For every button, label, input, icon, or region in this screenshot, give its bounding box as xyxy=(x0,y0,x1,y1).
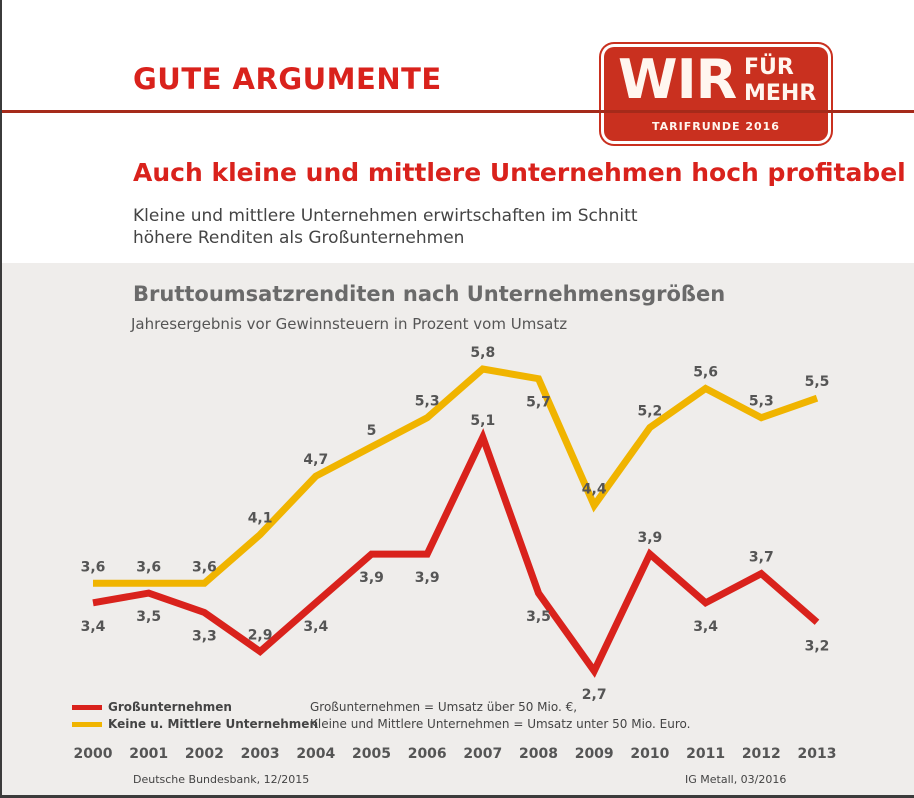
data-label-small-2008: 5,7 xyxy=(526,395,551,411)
data-label-large-2003: 2,9 xyxy=(248,628,273,644)
logo-tagline: TARIFRUNDE 2016 xyxy=(652,120,780,133)
x-tick-label: 2008 xyxy=(519,746,558,762)
left-border xyxy=(0,0,2,798)
series-line-small xyxy=(93,365,819,587)
data-label-small-2007: 5,8 xyxy=(470,345,495,361)
legend-label-large: Großunternehmen xyxy=(108,700,232,714)
data-label-small-2010: 5,2 xyxy=(637,404,662,420)
campaign-logo: WIR FÜR MEHR TARIFRUNDE 2016 xyxy=(604,47,828,141)
x-tick-label: 2013 xyxy=(798,746,837,762)
data-label-small-2013: 5,5 xyxy=(805,374,830,390)
x-tick-label: 2004 xyxy=(296,746,335,762)
chart-title: Bruttoumsatzrenditen nach Unternehmensgr… xyxy=(133,282,726,306)
data-label-small-2009: 4,4 xyxy=(582,481,607,497)
source-right: IG Metall, 03/2016 xyxy=(685,773,787,786)
data-label-large-2006: 3,9 xyxy=(415,570,440,586)
legend-item-large: Großunternehmen xyxy=(72,699,232,715)
data-label-large-2011: 3,4 xyxy=(693,619,718,635)
data-label-large-2001: 3,5 xyxy=(136,609,161,625)
legend-item-small: Keine u. Mittlere Unternehmen xyxy=(72,716,318,732)
x-tick-label: 2006 xyxy=(408,746,447,762)
chart-subtitle: Jahresergebnis vor Gewinnsteuern in Proz… xyxy=(131,315,568,333)
data-label-large-2008: 3,5 xyxy=(526,609,551,625)
x-tick-label: 2012 xyxy=(742,746,781,762)
chart-panel xyxy=(2,263,914,798)
series-line-large xyxy=(92,428,820,678)
legend-label-small: Keine u. Mittlere Unternehmen xyxy=(108,717,318,731)
data-label-large-2007: 5,1 xyxy=(470,413,495,429)
data-label-large-2009: 2,7 xyxy=(582,687,607,703)
x-tick-label: 2009 xyxy=(575,746,614,762)
data-label-small-2001: 3,6 xyxy=(136,559,161,575)
data-label-large-2012: 3,7 xyxy=(749,550,774,566)
data-label-large-2000: 3,4 xyxy=(81,619,106,635)
data-label-small-2004: 4,7 xyxy=(303,452,328,468)
data-label-large-2010: 3,9 xyxy=(637,530,662,546)
x-tick-label: 2005 xyxy=(352,746,391,762)
definition-note-large: Großunternehmen = Umsatz über 50 Mio. €, xyxy=(310,700,578,714)
legend-swatch-small xyxy=(72,721,102,727)
legend-swatch-large xyxy=(72,704,102,710)
data-label-large-2005: 3,9 xyxy=(359,570,384,586)
definition-note-small: Kleine und Mittlere Unternehmen = Umsatz… xyxy=(310,717,691,731)
kicker-title: GUTE ARGUMENTE xyxy=(133,62,442,96)
data-label-large-2013: 3,2 xyxy=(805,638,830,654)
data-label-small-2005: 5 xyxy=(367,423,377,439)
data-label-small-2012: 5,3 xyxy=(749,394,774,410)
x-tick-label: 2000 xyxy=(74,746,113,762)
x-tick-label: 2003 xyxy=(241,746,280,762)
header-divider xyxy=(2,110,914,113)
page-headline: Auch kleine und mittlere Unternehmen hoc… xyxy=(133,158,906,187)
logo-mehr: MEHR xyxy=(744,81,817,106)
source-left: Deutsche Bundesbank, 12/2015 xyxy=(133,773,310,786)
logo-wir: WIR xyxy=(618,48,737,111)
x-tick-label: 2007 xyxy=(463,746,502,762)
data-label-large-2004: 3,4 xyxy=(303,619,328,635)
data-label-small-2011: 5,6 xyxy=(693,365,718,381)
data-label-large-2002: 3,3 xyxy=(192,629,217,645)
x-tick-label: 2002 xyxy=(185,746,224,762)
data-label-small-2000: 3,6 xyxy=(81,559,106,575)
x-tick-label: 2011 xyxy=(686,746,725,762)
data-label-small-2002: 3,6 xyxy=(192,559,217,575)
x-tick-label: 2001 xyxy=(129,746,168,762)
page-subline: Kleine und mittlere Unternehmen erwirtsc… xyxy=(133,206,638,248)
data-label-small-2006: 5,3 xyxy=(415,394,440,410)
x-tick-label: 2010 xyxy=(630,746,669,762)
data-label-small-2003: 4,1 xyxy=(248,511,273,527)
logo-fuer: FÜR xyxy=(744,55,794,80)
bottom-border xyxy=(2,795,914,798)
